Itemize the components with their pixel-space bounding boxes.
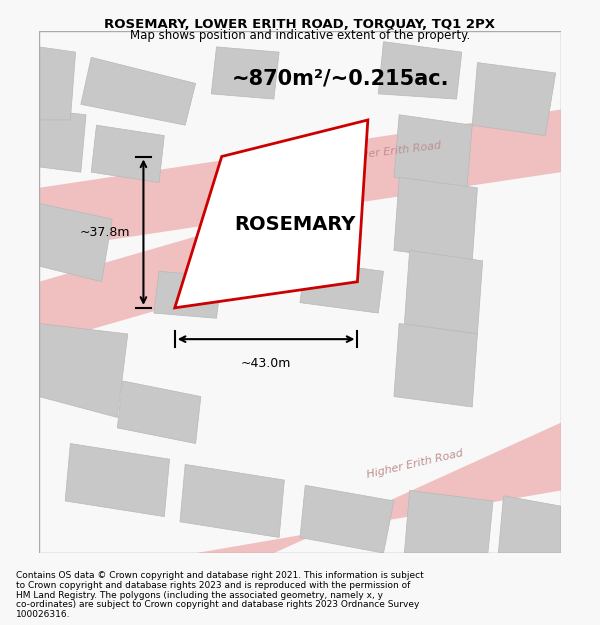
Polygon shape [394,177,478,261]
Polygon shape [175,120,368,308]
Text: to Crown copyright and database rights 2023 and is reproduced with the permissio: to Crown copyright and database rights 2… [16,581,410,590]
Polygon shape [65,444,170,517]
Polygon shape [300,485,394,553]
Polygon shape [394,115,472,188]
Text: ROSEMARY, LOWER ERITH ROAD, TORQUAY, TQ1 2PX: ROSEMARY, LOWER ERITH ROAD, TORQUAY, TQ1… [104,18,496,31]
Polygon shape [154,271,222,318]
Text: Map shows position and indicative extent of the property.: Map shows position and indicative extent… [130,29,470,42]
Polygon shape [394,324,478,407]
Polygon shape [39,47,76,120]
Polygon shape [404,251,482,334]
Text: ~870m²/~0.215ac.: ~870m²/~0.215ac. [232,68,449,88]
Text: ROSEMARY: ROSEMARY [234,215,355,234]
Polygon shape [39,109,561,251]
Polygon shape [300,261,383,313]
Polygon shape [211,47,279,99]
Polygon shape [499,496,561,553]
Polygon shape [91,125,164,182]
Text: Lower Erith Road: Lower Erith Road [346,141,442,162]
Text: Higher Erith Road: Higher Erith Road [365,448,464,481]
Polygon shape [404,491,493,553]
Polygon shape [81,58,196,125]
Text: 100026316.: 100026316. [16,610,71,619]
Text: Contains OS data © Crown copyright and database right 2021. This information is : Contains OS data © Crown copyright and d… [16,571,424,580]
Text: co-ordinates) are subject to Crown copyright and database rights 2023 Ordnance S: co-ordinates) are subject to Crown copyr… [16,600,419,609]
Text: HM Land Registry. The polygons (including the associated geometry, namely x, y: HM Land Registry. The polygons (includin… [16,591,383,599]
Polygon shape [39,214,274,344]
Polygon shape [39,204,112,282]
Polygon shape [39,109,86,172]
Polygon shape [378,42,462,99]
Text: ~37.8m: ~37.8m [80,226,130,239]
Polygon shape [118,381,201,444]
Polygon shape [472,62,556,136]
Polygon shape [180,464,284,538]
Polygon shape [39,324,128,418]
Text: ~43.0m: ~43.0m [241,357,291,371]
Polygon shape [196,422,561,553]
